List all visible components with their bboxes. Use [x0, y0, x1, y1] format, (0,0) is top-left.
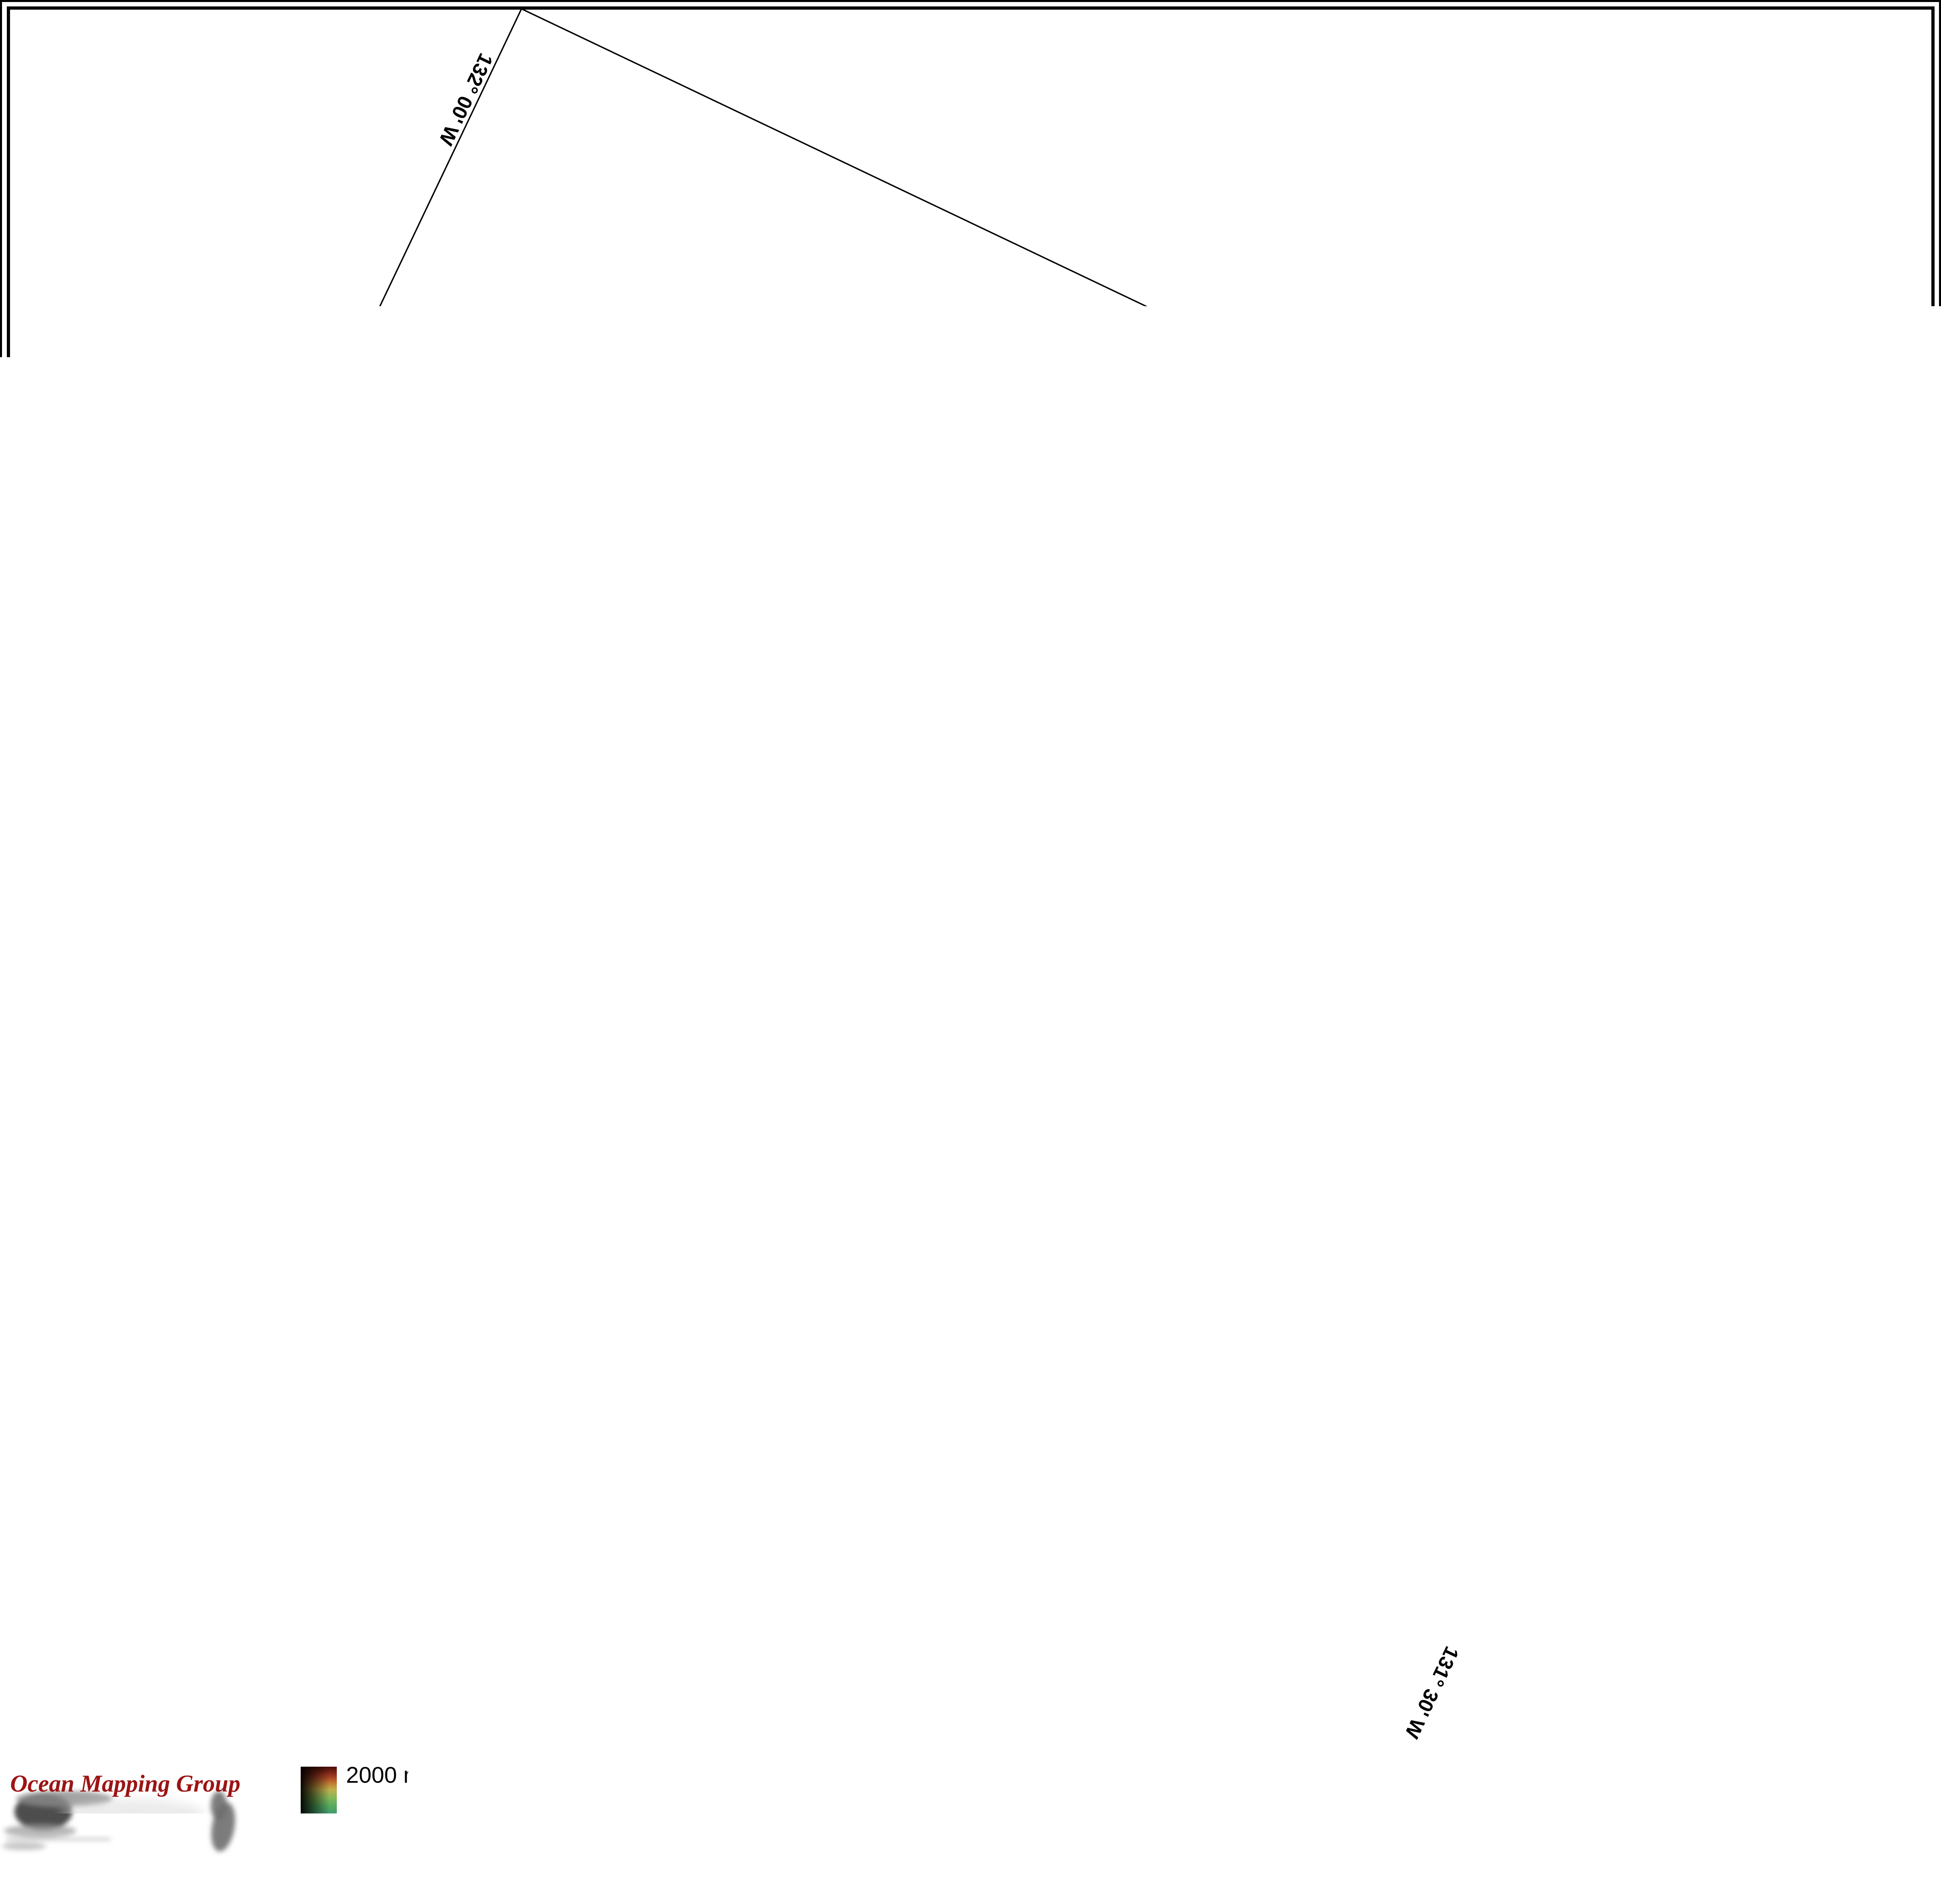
svg-text:CANADA: CANADA	[103, 1850, 155, 1863]
svg-text:University of New Brunswick: University of New Brunswick	[59, 1835, 200, 1847]
svg-text:10 NM: 10 NM	[1063, 1839, 1128, 1864]
svg-text:OMG/ArcticNet Basemap: 49_00_N: OMG/ArcticNet Basemap: 49_00_N_132_00_W …	[577, 1872, 1349, 1898]
svg-text:3250 m: 3250 m	[346, 1847, 422, 1873]
svg-text:Ocean Mapping Group: Ocean Mapping Group	[10, 1770, 240, 1797]
svg-text:48° 45' N: 48° 45' N	[1320, 1684, 1405, 1740]
svg-text:132° 00' W: 132° 00' W	[434, 50, 497, 149]
svg-text:20 km: 20 km	[1065, 1789, 1126, 1814]
svg-text:ArcticNet: ArcticNet	[1758, 1789, 1877, 1822]
svg-text:N: N	[1821, 683, 1854, 722]
svg-text:49° 00' N: 49° 00' N	[542, 27, 627, 83]
svg-text:2000 m: 2000 m	[346, 1762, 422, 1788]
